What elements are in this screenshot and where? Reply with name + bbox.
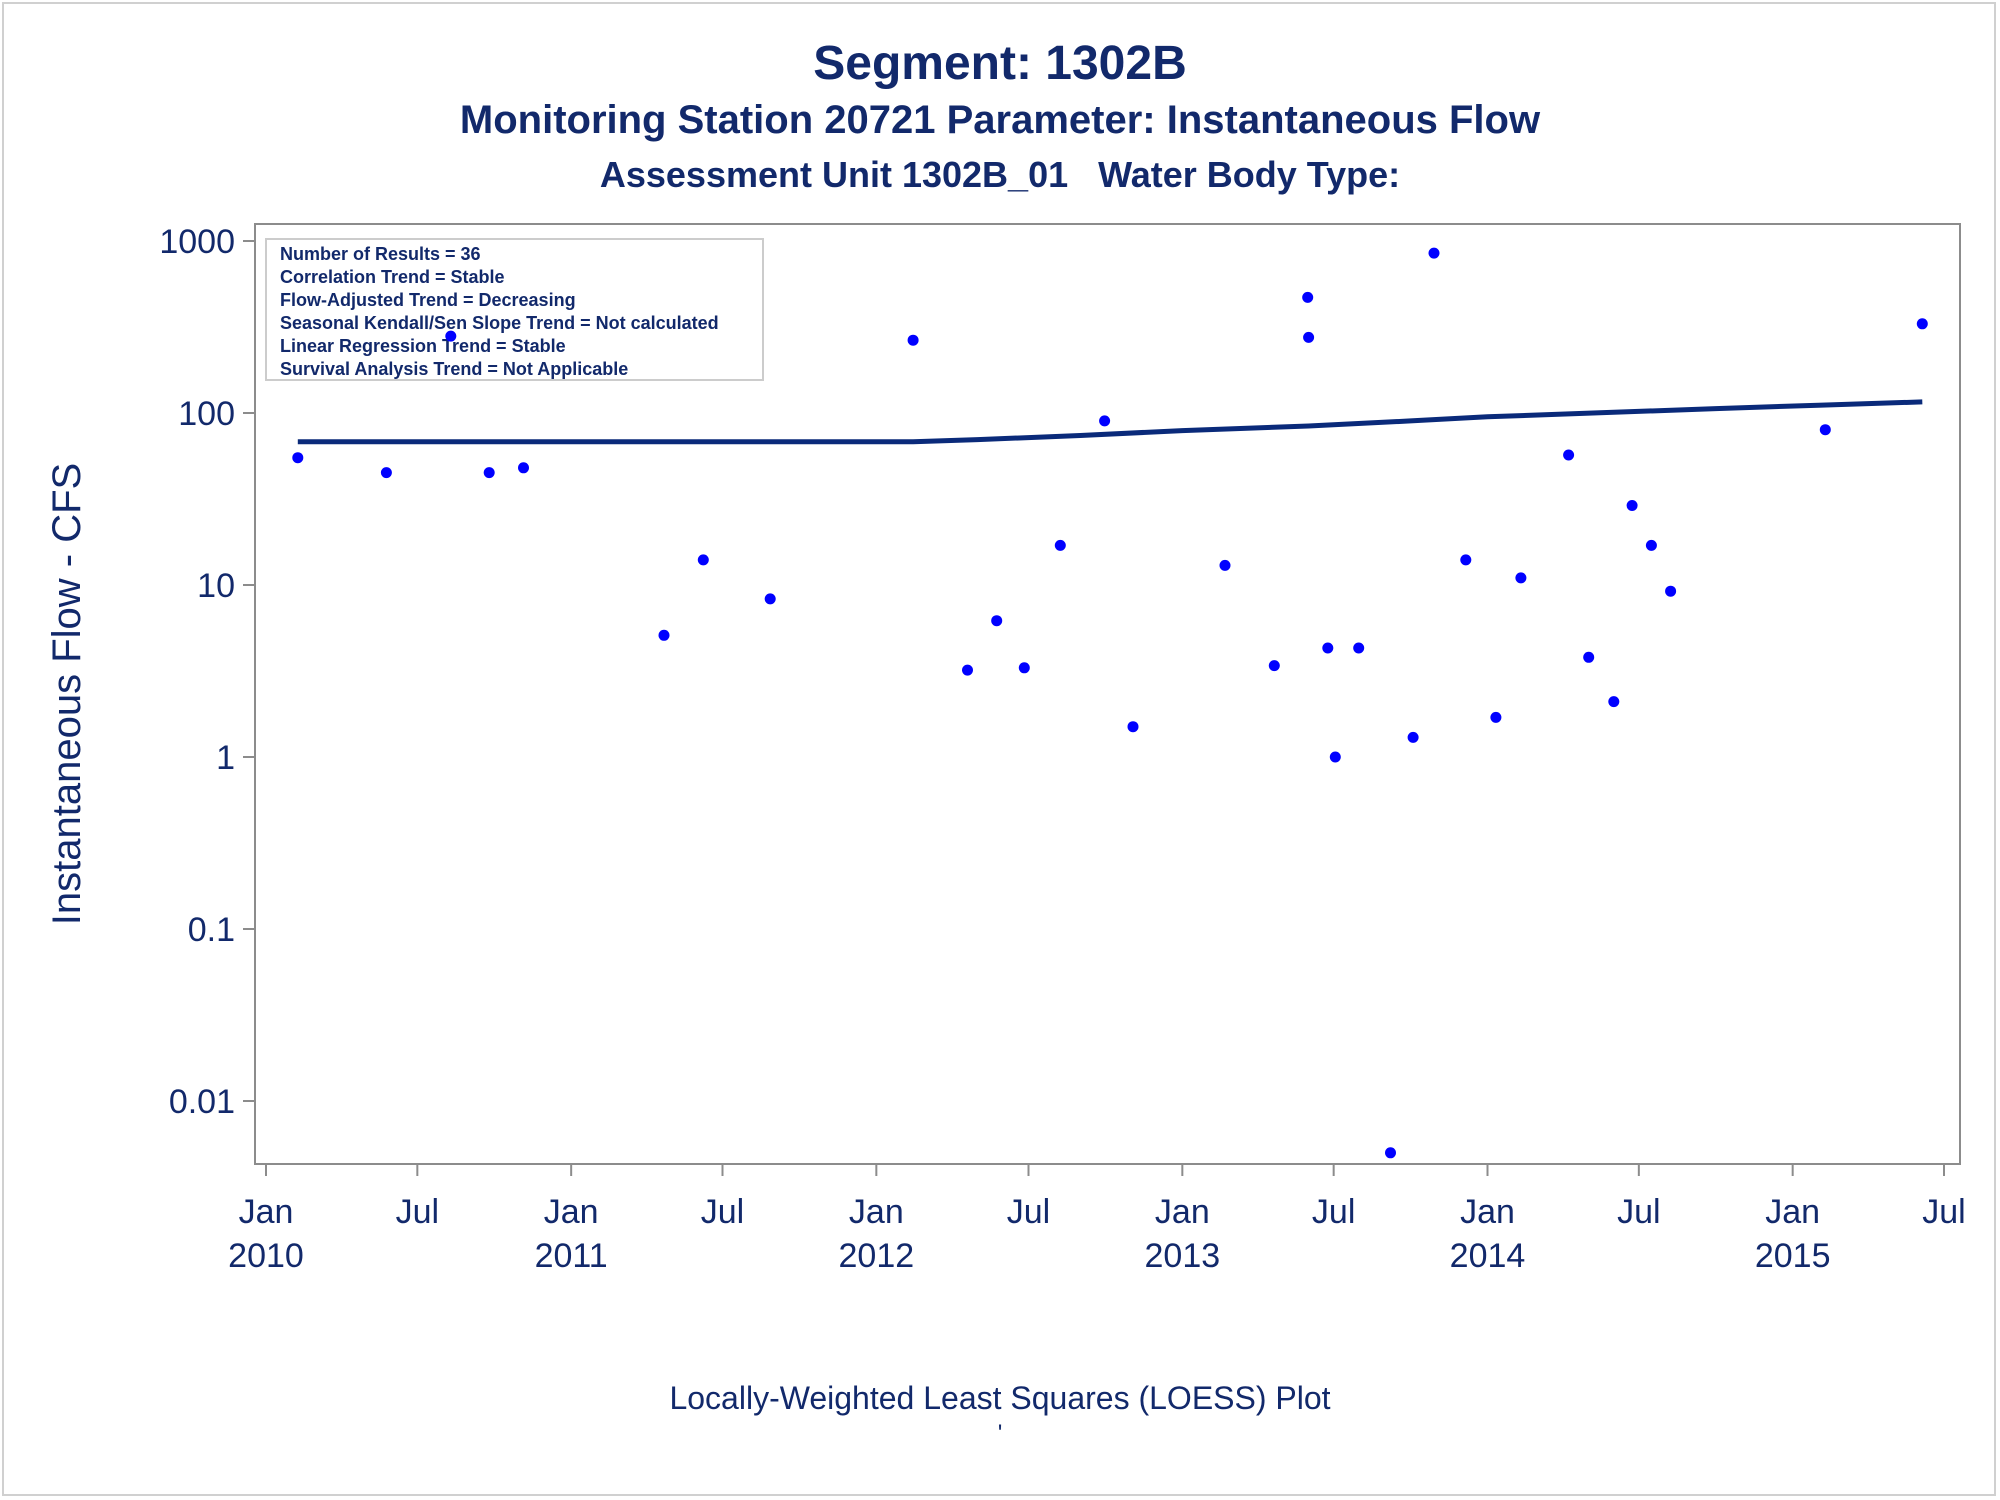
data-point: [1353, 642, 1365, 654]
data-point: [292, 452, 304, 464]
chart-title: Segment: 1302B: [813, 37, 1187, 90]
x-tick-label: Jan: [1460, 1193, 1515, 1231]
data-point: [1385, 1147, 1396, 1159]
data-point: [380, 467, 392, 479]
x-tick-label: Jan: [1765, 1193, 1820, 1231]
data-point: [1460, 554, 1472, 566]
data-point: [1302, 291, 1314, 303]
data-point: [1626, 500, 1638, 511]
y-tick-label: 100: [178, 395, 235, 433]
data-point: [1583, 651, 1595, 663]
x-tick-label: Jul: [701, 1193, 744, 1231]
data-point: [445, 330, 457, 342]
data-points: [292, 247, 1928, 1159]
legend-entry: Flow-Adjusted Trend = Decreasing: [280, 290, 576, 310]
data-point: [1665, 585, 1677, 597]
data-point: [1490, 711, 1502, 723]
data-point: [1608, 696, 1620, 708]
data-point: [1303, 331, 1315, 343]
data-point: [1515, 572, 1527, 584]
x-tick-label: Jul: [1312, 1193, 1355, 1231]
chart-footnote: Locally-Weighted Least Squares (LOESS) P…: [669, 1380, 1331, 1416]
data-point: [907, 334, 919, 346]
x-tick-year-label: 2010: [228, 1237, 304, 1275]
legend-box: [265, 238, 764, 381]
y-axis-label: Instantaneous Flow - CFS: [45, 463, 89, 925]
x-tick-year-label: 2013: [1145, 1237, 1221, 1275]
data-point: [962, 664, 973, 676]
chart-footnote-mark: ': [997, 1420, 1003, 1447]
data-point: [1219, 559, 1231, 571]
data-point: [1563, 449, 1575, 461]
legend: Number of Results = 36 Correlation Trend …: [265, 238, 764, 381]
data-point: [697, 554, 709, 566]
data-point: [1407, 731, 1419, 743]
data-point: [1428, 247, 1440, 259]
y-axis: 1000 100 10 1 0.1 0.01: [159, 223, 255, 1121]
y-tick-label: 1000: [159, 223, 235, 261]
x-tick-label: Jan: [1155, 1193, 1210, 1231]
chart-subtitle-station: Monitoring Station 20721 Parameter: Inst…: [459, 98, 1541, 142]
data-point: [518, 462, 529, 474]
data-point: [991, 615, 1003, 627]
data-point: [1916, 318, 1928, 330]
chart-subtitle-assessment-unit: Assessment Unit 1302B_01 Water Body Type…: [599, 154, 1401, 195]
x-tick-year-label: 2011: [535, 1237, 608, 1275]
data-point: [483, 467, 495, 479]
x-axis: Jan 2010 Jul Jan 2011 Jul Jan 2012 Jul Jan 2013 Jul…: [228, 1164, 1966, 1275]
x-tick-year-label: 2015: [1755, 1237, 1831, 1275]
y-tick-label: 1: [216, 739, 235, 777]
legend-entry: Seasonal Kendall/Sen Slope Trend = Not c…: [280, 313, 719, 333]
x-tick-label: Jul: [1922, 1193, 1965, 1231]
legend-entry: Survival Analysis Trend = Not Applicable: [280, 359, 628, 379]
data-point: [1054, 539, 1066, 551]
data-point: [1819, 424, 1831, 436]
y-tick-label: 0.01: [169, 1083, 235, 1121]
x-tick-label: Jul: [1617, 1193, 1660, 1231]
data-point: [1268, 660, 1280, 672]
data-point: [658, 629, 670, 641]
legend-entry: Number of Results = 36: [280, 244, 481, 264]
data-point: [1322, 642, 1334, 654]
x-tick-label: Jan: [239, 1193, 294, 1231]
data-point: [1329, 751, 1341, 763]
x-tick-year-label: 2012: [839, 1237, 915, 1275]
legend-entry: Correlation Trend = Stable: [280, 267, 505, 287]
plot-area: [254, 223, 1961, 1165]
loess-trend-line: [297, 399, 1923, 445]
data-point: [1018, 662, 1030, 674]
y-tick-label: 10: [197, 567, 235, 605]
x-tick-label: Jan: [544, 1193, 599, 1231]
x-tick-label: Jul: [396, 1193, 439, 1231]
data-point: [1645, 539, 1657, 551]
data-point: [764, 593, 776, 605]
y-tick-label: 0.1: [188, 911, 235, 949]
data-point: [1127, 721, 1139, 733]
legend-entry: Linear Regression Trend = Stable: [280, 336, 566, 356]
x-tick-year-label: 2014: [1450, 1237, 1526, 1275]
data-point: [1099, 415, 1111, 427]
x-tick-label: Jan: [849, 1193, 904, 1231]
x-tick-label: Jul: [1007, 1193, 1050, 1231]
